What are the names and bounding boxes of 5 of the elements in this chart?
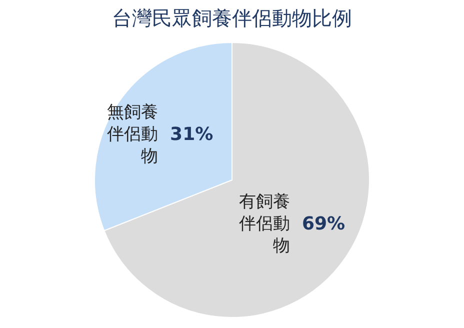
data-label: 31% bbox=[170, 124, 214, 145]
chart-title: 台灣民眾飼養伴侶動物比例 bbox=[112, 6, 352, 30]
data-label: 69% bbox=[302, 214, 346, 234]
slice-label: 有飼養伴侶動物 bbox=[238, 192, 290, 256]
slice-label: 無飼養伴侶動物 bbox=[107, 102, 158, 167]
